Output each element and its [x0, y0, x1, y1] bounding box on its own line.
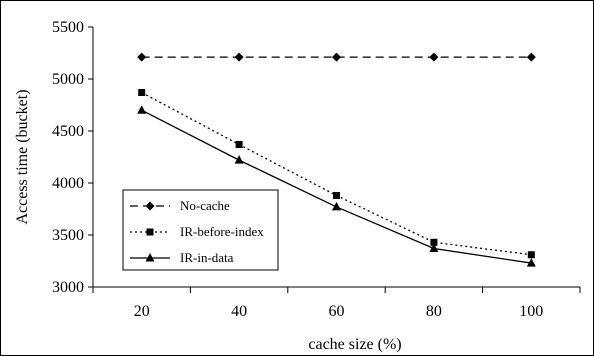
y-tick-label: 4000 [52, 175, 84, 192]
data-point-ir-before-index [235, 141, 243, 149]
data-point-no-cache [429, 52, 439, 62]
x-tick-label: 40 [231, 303, 247, 320]
data-point-no-cache [137, 52, 147, 62]
series-ir-in-data [137, 105, 536, 267]
legend-label-no-cache: No-cache [180, 198, 230, 213]
y-tick-label: 5500 [52, 19, 84, 36]
y-axis-ticks: 3000 3500 4000 4500 5000 5500 [52, 19, 93, 296]
data-point-ir-in-data [234, 155, 244, 164]
data-point-ir-in-data [332, 201, 341, 211]
x-tick-label: 80 [426, 303, 442, 320]
series-no-cache [137, 52, 536, 62]
data-point-ir-in-data [526, 258, 536, 267]
y-tick-label: 5000 [52, 71, 84, 88]
legend-marker-ir-in-data [145, 253, 155, 262]
y-tick-label: 3500 [52, 227, 84, 244]
x-tick-label: 60 [329, 303, 345, 320]
legend-label-ir-in-data: IR-in-data [180, 250, 234, 265]
data-point-no-cache [526, 52, 536, 62]
data-point-ir-in-data [137, 105, 147, 114]
y-axis-title: Access time (bucket) [14, 89, 31, 224]
axes [92, 27, 580, 288]
x-axis-ticks: 20 40 60 80 100 [92, 287, 581, 320]
data-point-ir-in-data [429, 243, 439, 253]
data-point-no-cache [234, 52, 244, 62]
legend-marker-ir-before-index [146, 228, 154, 236]
x-axis-title: cache size (%) [308, 336, 401, 353]
legend-marker-no-cache [145, 201, 155, 211]
series-layer [137, 52, 536, 267]
y-tick-label: 4500 [52, 123, 84, 140]
legend-label-ir-before-index: IR-before-index [180, 224, 264, 239]
x-tick-label: 20 [134, 303, 150, 320]
data-point-ir-before-index [333, 191, 340, 199]
y-tick-label: 3000 [52, 279, 84, 296]
data-point-ir-before-index [138, 89, 146, 97]
data-point-ir-before-index [527, 251, 535, 259]
data-point-ir-before-index [430, 238, 438, 246]
x-tick-label: 100 [519, 303, 543, 320]
data-point-no-cache [332, 52, 341, 62]
series-ir-before-index [138, 89, 535, 259]
legend: No-cache IR-before-index IR-in-data [122, 189, 279, 271]
